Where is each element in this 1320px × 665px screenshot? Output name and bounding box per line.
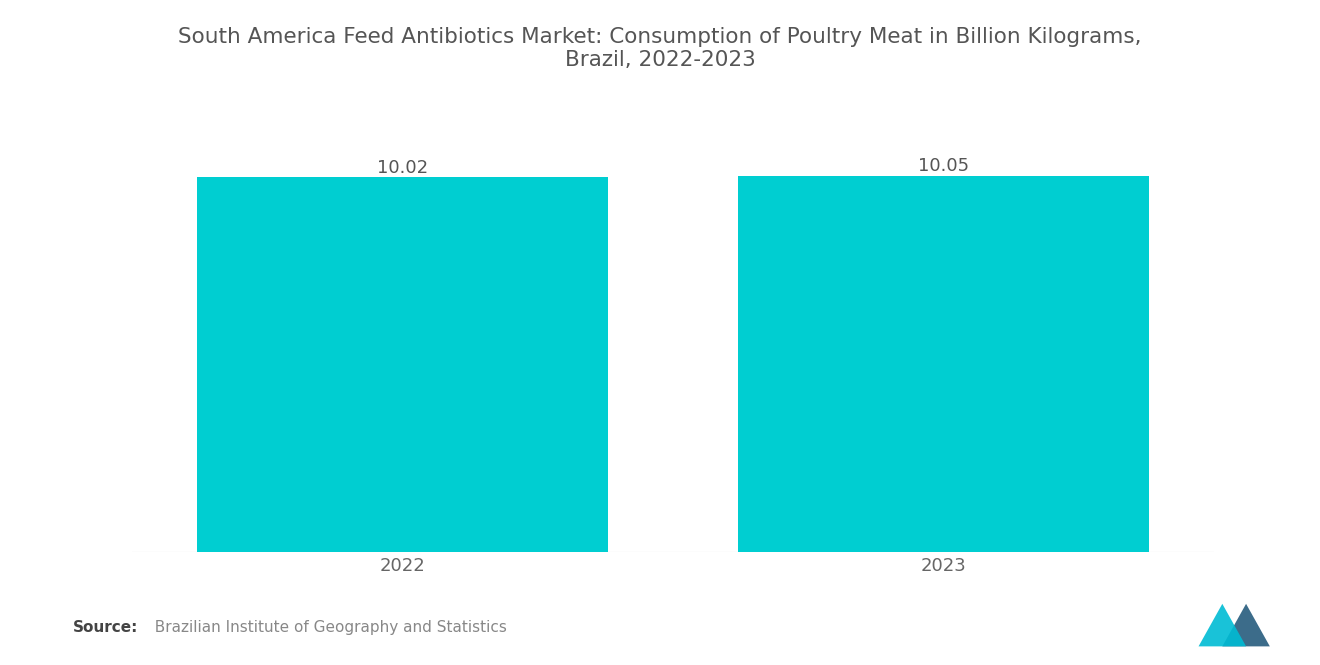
Bar (197, 177, 609, 552)
Text: South America Feed Antibiotics Market: Consumption of Poultry Meat in Billion Ki: South America Feed Antibiotics Market: C… (178, 27, 1142, 70)
Polygon shape (1199, 604, 1246, 646)
Text: 10.05: 10.05 (919, 158, 969, 176)
Text: Brazilian Institute of Geography and Statistics: Brazilian Institute of Geography and Sta… (145, 620, 507, 635)
Text: Source:: Source: (73, 620, 139, 635)
Polygon shape (1222, 604, 1270, 646)
Text: 10.02: 10.02 (378, 158, 428, 176)
Bar (738, 176, 1150, 552)
